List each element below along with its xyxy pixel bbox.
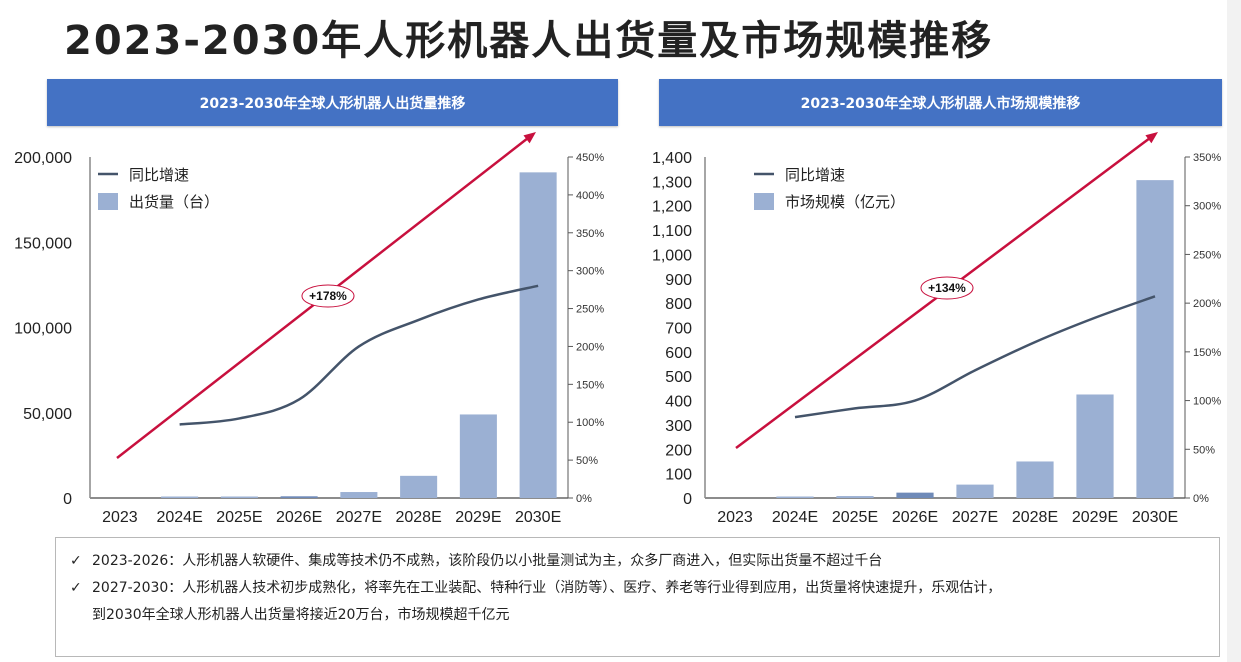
left-axis-tick-label: 800: [665, 296, 692, 313]
left-axis-tick-label: 100: [665, 467, 692, 484]
legend-label: 出货量（台）: [129, 194, 219, 211]
left-axis-tick-label: 1,300: [652, 174, 692, 191]
x-axis-tick-label: 2026E: [276, 509, 322, 526]
cagr-annotation-ellipse: [301, 284, 355, 308]
cagr-annotation-label: +134%: [928, 281, 966, 295]
left-axis-tick-label: 200: [665, 442, 692, 459]
left-axis-tick-label: 1,400: [652, 150, 692, 167]
left-axis-tick-label: 600: [665, 345, 692, 362]
left-axis-tick-label: 0: [683, 491, 692, 508]
bar: [280, 496, 318, 498]
bar: [1016, 461, 1054, 498]
note-item: ✓ 2027-2030：人形机器人技术初步成熟化，将率先在工业装配、特种行业（消防…: [70, 575, 1219, 602]
bar: [836, 496, 874, 498]
note-continuation: 到2030年全球人形机器人出货量将接近20万台，市场规模超千亿元: [92, 607, 510, 623]
left-axis-tick-label: 200,000: [14, 150, 72, 167]
x-axis-tick-label: 2027E: [952, 509, 998, 526]
right-axis-tick-label: 50%: [576, 455, 598, 467]
bar: [1136, 180, 1174, 498]
note-item: ✓ 2023-2026：人形机器人软硬件、集成等技术仍不成熟，该阶段仍以小批量测试…: [70, 548, 1219, 575]
x-axis-tick-label: 2029E: [1072, 509, 1118, 526]
market-size-chart: 0 100 200 300 400 500 600 700 800 900 1,000 1,100 1,…: [652, 132, 1221, 526]
left-axis-tick-label: 300: [665, 418, 692, 435]
check-icon: ✓: [70, 553, 82, 569]
x-axis-tick-label: 2028E: [395, 509, 441, 526]
x-axis-tick-label: 2023: [717, 509, 753, 526]
bar: [1076, 394, 1114, 498]
right-axis-tick-label: 200%: [576, 341, 604, 353]
bar: [220, 496, 258, 498]
note-text: 2027-2030：人形机器人技术初步成熟化，将率先在工业装配、特种行业（消防等…: [92, 580, 1002, 596]
x-axis-tick-label: 2029E: [455, 509, 501, 526]
right-axis-tick-label: 450%: [576, 152, 604, 164]
x-axis-tick-label: 2027E: [336, 509, 382, 526]
growth-rate-line: [179, 284, 539, 426]
check-icon: ✓: [70, 580, 82, 596]
legend-label: 同比增速: [785, 167, 845, 184]
left-axis-tick-label: 1,000: [652, 247, 692, 264]
left-axis-tick-label: 1,200: [652, 199, 692, 216]
right-axis-tick-label: 250%: [576, 304, 604, 316]
chart-banner-market-size: 2023-2030年全球人形机器人市场规模推移: [659, 79, 1222, 126]
bar: [956, 484, 994, 498]
right-axis-tick-label: 250%: [1193, 249, 1221, 261]
right-axis-tick-label: 100%: [576, 417, 604, 429]
legend-label: 市场规模（亿元）: [785, 194, 905, 211]
right-axis-tick-label: 300%: [576, 266, 604, 278]
x-axis-tick-label: 2024E: [156, 509, 202, 526]
x-axis-tick-label: 2025E: [832, 509, 878, 526]
right-axis-tick-label: 150%: [576, 379, 604, 391]
bar: [161, 496, 199, 498]
cagr-arrow-head: [1145, 132, 1158, 144]
legend-bar-swatch: [98, 193, 118, 210]
right-axis-tick-label: 350%: [576, 228, 604, 240]
left-axis-tick-label: 100,000: [14, 321, 72, 338]
legend-label: 同比增速: [129, 167, 189, 184]
note-text: 2023-2026：人形机器人软硬件、集成等技术仍不成熟，该阶段仍以小批量测试为…: [92, 553, 883, 569]
right-axis-tick-label: 300%: [1193, 201, 1221, 213]
left-axis-tick-label: 900: [665, 272, 692, 289]
x-axis-tick-label: 2028E: [1012, 509, 1058, 526]
notes-box: ✓ 2023-2026：人形机器人软硬件、集成等技术仍不成熟，该阶段仍以小批量测试…: [55, 537, 1220, 657]
bar: [519, 172, 557, 498]
bar: [459, 414, 497, 498]
bar: [896, 492, 934, 498]
x-axis-tick-label: 2030E: [515, 509, 561, 526]
left-axis-tick-label: 400: [665, 394, 692, 411]
right-axis-tick-label: 200%: [1193, 298, 1221, 310]
cagr-arrow-head: [523, 132, 536, 144]
right-axis-tick-label: 400%: [576, 190, 604, 202]
left-axis-tick-label: 700: [665, 321, 692, 338]
left-axis-tick-label: 500: [665, 369, 692, 386]
right-axis-tick-label: 150%: [1193, 347, 1221, 359]
growth-rate-line: [794, 295, 1156, 419]
x-axis-tick-label: 2030E: [1132, 509, 1178, 526]
x-axis-tick-label: 2023: [102, 509, 138, 526]
x-axis-tick-label: 2026E: [892, 509, 938, 526]
left-axis-tick-label: 150,000: [14, 235, 72, 252]
x-axis-tick-label: 2024E: [772, 509, 818, 526]
x-axis-tick-label: 2025E: [216, 509, 262, 526]
shipments-chart: 0 50,000 100,000 150,000 200,000 0% 50% 100% 150…: [14, 132, 604, 526]
cagr-annotation-label: +178%: [309, 289, 347, 303]
page-title: 2023-2030年人形机器人出货量及市场规模推移: [64, 18, 994, 64]
left-axis-tick-label: 0: [63, 491, 72, 508]
page-edge: [1227, 0, 1241, 662]
right-axis-tick-label: 100%: [1193, 396, 1221, 408]
cagr-annotation-ellipse: [920, 276, 974, 300]
left-axis-tick-label: 1,100: [652, 223, 692, 240]
right-axis-tick-label: 0%: [1193, 493, 1209, 505]
bar: [400, 475, 438, 498]
legend-bar-swatch: [754, 193, 774, 210]
right-axis-tick-label: 350%: [1193, 152, 1221, 164]
right-axis-tick-label: 0%: [576, 493, 592, 505]
right-axis-tick-label: 50%: [1193, 444, 1215, 456]
bar: [776, 496, 814, 498]
left-axis-tick-label: 50,000: [23, 406, 72, 423]
chart-banner-shipments: 2023-2030年全球人形机器人出货量推移: [47, 79, 618, 126]
bar: [340, 492, 378, 498]
